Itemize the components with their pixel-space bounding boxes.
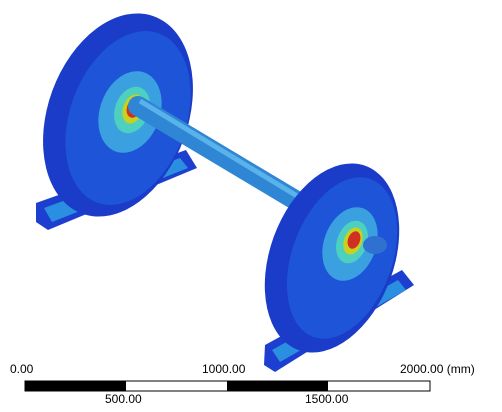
scale-label: 1000.00 xyxy=(202,362,246,376)
scale-label: 0.00 xyxy=(10,362,34,376)
viewport: 0.00 1000.00 2000.00 (mm) 500.00 1500.00 xyxy=(0,0,502,407)
scale-label: 1500.00 xyxy=(305,392,349,406)
scale-label: 2000.00 (mm) xyxy=(400,362,475,376)
scale-bar-segment xyxy=(25,381,126,391)
scale-bar-segment xyxy=(227,381,328,391)
scale-label: 500.00 xyxy=(105,392,142,406)
axle-end xyxy=(363,236,387,254)
